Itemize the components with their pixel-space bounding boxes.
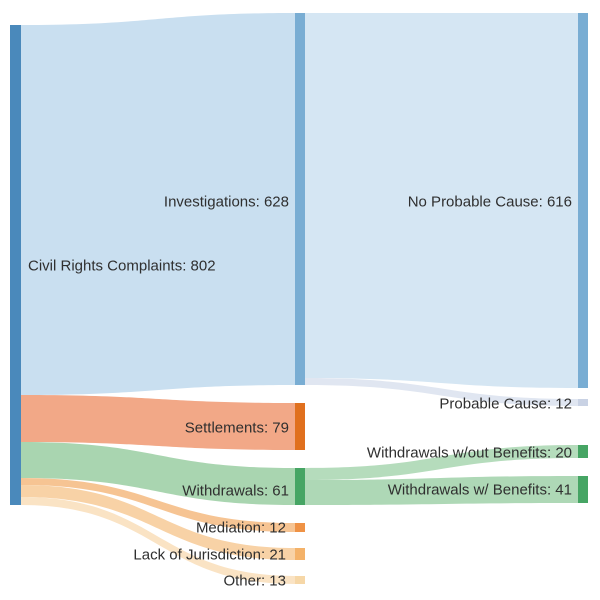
node-mediation[interactable] [295, 523, 305, 532]
node-settlements[interactable] [295, 403, 305, 450]
sankey-nodes-layer [10, 13, 588, 584]
label-lack-of-jurisdiction: Lack of Jurisdiction: 21 [133, 546, 286, 563]
link-civil-rights-complaints--investigations[interactable] [21, 13, 295, 395]
link-civil-rights-complaints--mediation[interactable] [21, 478, 295, 532]
label-probable-cause: Probable Cause: 12 [439, 395, 572, 412]
link-withdrawals--withdrawals-w-benefits[interactable] [305, 476, 578, 505]
sankey-labels-layer: Civil Rights Complaints: 802 Investigatio… [28, 193, 572, 589]
sankey-links-layer [21, 13, 578, 584]
link-investigations--probable-cause[interactable] [305, 378, 578, 406]
label-investigations: Investigations: 628 [164, 193, 289, 210]
label-withdrawals: Withdrawals: 61 [182, 482, 289, 499]
link-civil-rights-complaints--settlements[interactable] [21, 395, 295, 450]
node-no-probable-cause[interactable] [578, 13, 588, 388]
node-withdrawals[interactable] [295, 468, 305, 505]
label-mediation: Mediation: 12 [196, 519, 286, 536]
link-civil-rights-complaints--other[interactable] [21, 497, 295, 584]
link-investigations--no-probable-cause[interactable] [305, 13, 578, 388]
node-withdrawals-wout-benefits[interactable] [578, 445, 588, 458]
label-no-probable-cause: No Probable Cause: 616 [408, 193, 572, 210]
node-other[interactable] [295, 576, 305, 584]
label-settlements: Settlements: 79 [185, 419, 289, 436]
node-investigations[interactable] [295, 13, 305, 385]
link-withdrawals--withdrawals-wout-benefits[interactable] [305, 445, 578, 480]
link-civil-rights-complaints--withdrawals[interactable] [21, 442, 295, 505]
link-civil-rights-complaints--lack-of-jurisdiction[interactable] [21, 485, 295, 560]
node-lack-of-jurisdiction[interactable] [295, 548, 305, 560]
label-other: Other: 13 [223, 572, 286, 589]
label-withdrawals-w-benefits: Withdrawals w/ Benefits: 41 [388, 481, 572, 498]
label-civil-rights-complaints: Civil Rights Complaints: 802 [28, 257, 216, 274]
node-probable-cause[interactable] [578, 399, 588, 406]
node-civil-rights-complaints[interactable] [10, 25, 21, 505]
node-withdrawals-w-benefits[interactable] [578, 476, 588, 503]
label-withdrawals-wout-benefits: Withdrawals w/out Benefits: 20 [367, 444, 572, 461]
